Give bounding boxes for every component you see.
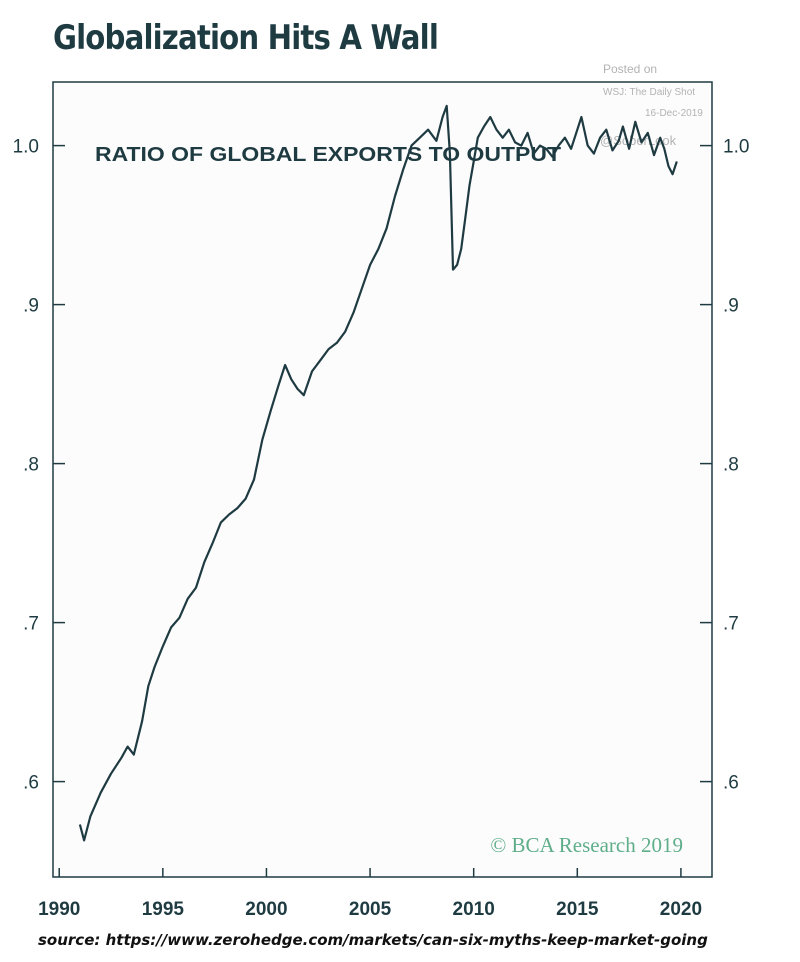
chart-title: RATIO OF GLOBAL EXPORTS TO OUTPUT — [95, 144, 561, 166]
y-tick-label-right: .9 — [723, 296, 739, 317]
x-tick-label: 2020 — [660, 899, 702, 920]
y-tick-label-left: .6 — [23, 773, 39, 794]
y-tick-label-right: .6 — [723, 773, 739, 794]
x-tick-label: 1990 — [38, 899, 80, 920]
page-title: Globalization Hits A Wall — [53, 18, 439, 58]
posted-source: WSJ: The Daily Shot — [603, 87, 695, 98]
x-tick-label: 2010 — [453, 899, 495, 920]
y-tick-label-left: .8 — [23, 455, 39, 476]
y-tick-label-right: .7 — [723, 614, 739, 635]
y-tick-label-left: .9 — [23, 296, 39, 317]
series-line — [78, 104, 678, 842]
y-tick-label-left: 1.0 — [13, 137, 39, 158]
posted-date: 16-Dec-2019 — [645, 108, 703, 119]
y-tick-label-right: .8 — [723, 455, 739, 476]
y-tick-label-right: 1.0 — [723, 137, 749, 158]
x-tick-label: 2000 — [245, 899, 287, 920]
source-note: source: https://www.zerohedge.com/market… — [38, 931, 708, 949]
y-tick-label-left: .7 — [23, 614, 39, 635]
posted-label: Posted on — [603, 62, 657, 76]
x-tick-label: 1995 — [142, 899, 185, 920]
credit-label: © BCA Research 2019 — [490, 833, 683, 857]
x-tick-label: 2015 — [556, 899, 599, 920]
tick-labels: 1990 1995 2000 2005 2010 2015 2020 .6 .6 .7 .7 .8 .8… — [13, 137, 750, 920]
plot-frame — [52, 81, 713, 878]
tick-marks — [53, 144, 712, 877]
x-tick-label: 2005 — [349, 899, 392, 920]
chart: 1990 1995 2000 2005 2010 2015 2020 .6 .6 .7 .7 .8 .8… — [13, 62, 750, 920]
